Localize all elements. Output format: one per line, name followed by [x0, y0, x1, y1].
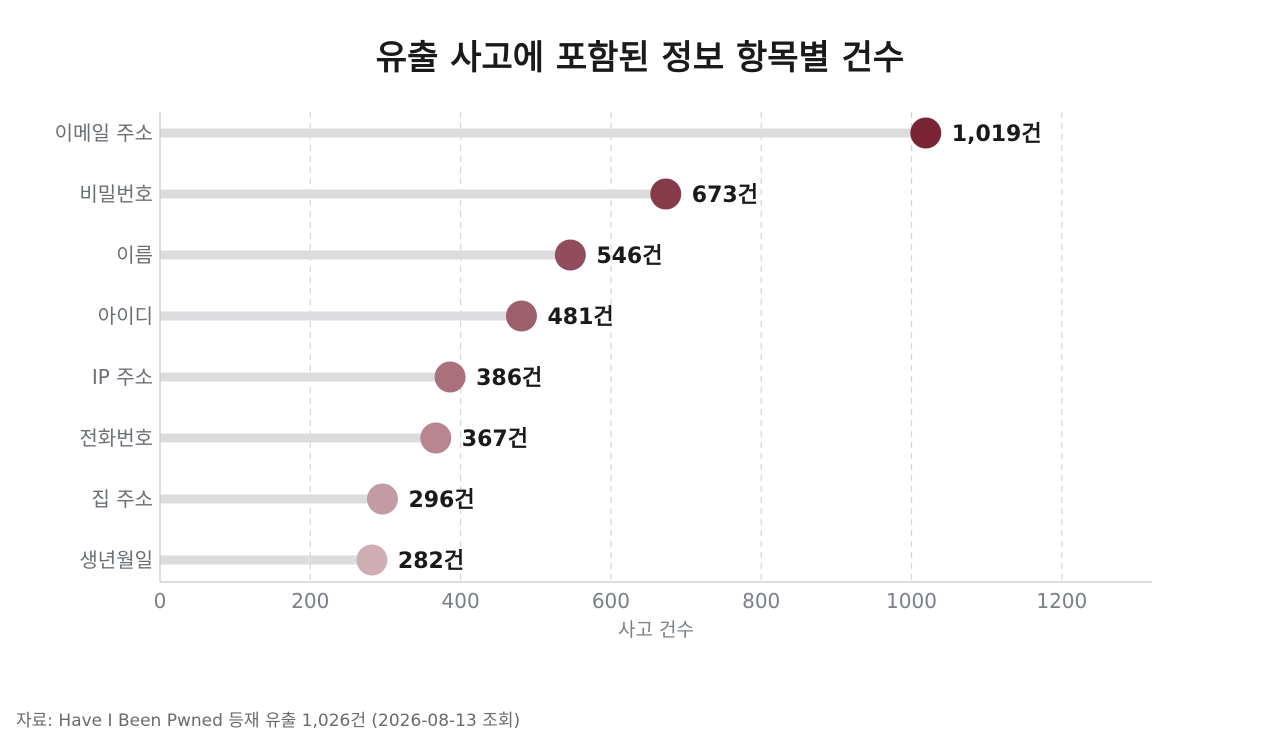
value-label: 481건 — [547, 305, 613, 330]
x-tick-label: 400 — [442, 589, 480, 613]
value-label: 367건 — [462, 427, 528, 452]
data-point — [420, 422, 452, 454]
dots — [356, 117, 942, 576]
chart-title: 유출 사고에 포함된 정보 항목별 건수 — [375, 38, 905, 78]
value-label: 1,019건 — [952, 122, 1042, 147]
x-axis-title: 사고 건수 — [618, 619, 694, 641]
category-label: 아이디 — [98, 304, 153, 328]
data-point — [505, 300, 537, 332]
x-tick-label: 800 — [742, 589, 780, 613]
x-tick-label: 1200 — [1036, 589, 1087, 613]
x-tick-label: 600 — [592, 589, 630, 613]
value-label: 546건 — [596, 244, 662, 269]
value-label: 673건 — [692, 183, 758, 208]
x-tick-label: 200 — [291, 589, 329, 613]
x-tick-label: 1000 — [886, 589, 937, 613]
category-label: 이름 — [116, 243, 153, 267]
axes: 0 200 400 600 800 1000 1200 사고 건수 — [154, 112, 1152, 641]
category-label: 전화번호 — [79, 426, 153, 450]
data-point — [910, 117, 942, 149]
data-point — [650, 178, 682, 210]
value-label: 386건 — [476, 366, 542, 391]
stems — [160, 128, 926, 565]
source-note: 자료: Have I Been Pwned 등재 유출 1,026건 (2026… — [16, 711, 521, 731]
x-tick-label: 0 — [154, 589, 167, 613]
category-label: 이메일 주소 — [55, 121, 153, 145]
category-label: 집 주소 — [91, 487, 153, 511]
data-point — [356, 544, 388, 576]
data-point — [434, 361, 466, 393]
value-label: 282건 — [398, 549, 464, 574]
category-label: IP 주소 — [92, 365, 153, 389]
data-point — [366, 483, 398, 515]
value-label: 296건 — [408, 488, 474, 513]
category-label: 비밀번호 — [79, 182, 153, 206]
category-label: 생년월일 — [79, 548, 153, 572]
data-point — [554, 239, 586, 271]
